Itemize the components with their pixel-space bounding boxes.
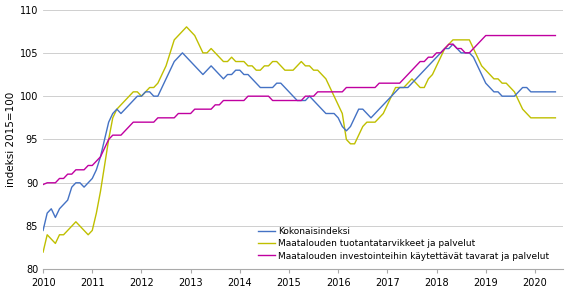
Kokonaisindeksi bbox=[72, 181, 79, 185]
Maatalouden tuotantatarvikkeet ja palvelut bbox=[171, 38, 178, 42]
Maatalouden investointeihin käytettävät tavarat ja palvelut bbox=[552, 34, 559, 37]
Kokonaisindeksi bbox=[171, 60, 178, 63]
Kokonaisindeksi bbox=[282, 86, 288, 89]
Maatalouden investointeihin käytettävät tavarat ja palvelut bbox=[355, 86, 362, 89]
Maatalouden tuotantatarvikkeet ja palvelut bbox=[72, 220, 79, 223]
Maatalouden tuotantatarvikkeet ja palvelut bbox=[384, 103, 391, 107]
Maatalouden tuotantatarvikkeet ja palvelut bbox=[347, 142, 354, 146]
Legend: Kokonaisindeksi, Maatalouden tuotantatarvikkeet ja palvelut, Maatalouden investo: Kokonaisindeksi, Maatalouden tuotantatar… bbox=[255, 224, 553, 264]
Maatalouden investointeihin käytettävät tavarat ja palvelut bbox=[72, 168, 79, 172]
Maatalouden investointeihin käytettävät tavarat ja palvelut bbox=[380, 81, 387, 85]
Kokonaisindeksi bbox=[450, 42, 456, 46]
Line: Maatalouden tuotantatarvikkeet ja palvelut: Maatalouden tuotantatarvikkeet ja palvel… bbox=[43, 27, 555, 252]
Kokonaisindeksi bbox=[552, 90, 559, 93]
Maatalouden investointeihin käytettävät tavarat ja palvelut bbox=[282, 99, 288, 102]
Maatalouden tuotantatarvikkeet ja palvelut bbox=[40, 250, 47, 254]
Kokonaisindeksi bbox=[40, 229, 47, 232]
Maatalouden investointeihin käytettävät tavarat ja palvelut bbox=[483, 34, 489, 37]
Line: Kokonaisindeksi: Kokonaisindeksi bbox=[43, 44, 555, 230]
Maatalouden tuotantatarvikkeet ja palvelut bbox=[286, 69, 292, 72]
Maatalouden investointeihin käytettävät tavarat ja palvelut bbox=[40, 183, 47, 186]
Maatalouden investointeihin käytettävät tavarat ja palvelut bbox=[343, 86, 350, 89]
Kokonaisindeksi bbox=[380, 103, 387, 107]
Line: Maatalouden investointeihin käytettävät tavarat ja palvelut: Maatalouden investointeihin käytettävät … bbox=[43, 36, 555, 185]
Maatalouden investointeihin käytettävät tavarat ja palvelut bbox=[171, 116, 178, 120]
Maatalouden tuotantatarvikkeet ja palvelut bbox=[360, 125, 366, 128]
Kokonaisindeksi bbox=[355, 107, 362, 111]
Kokonaisindeksi bbox=[343, 129, 350, 133]
Maatalouden tuotantatarvikkeet ja palvelut bbox=[183, 25, 190, 29]
Maatalouden tuotantatarvikkeet ja palvelut bbox=[552, 116, 559, 120]
Y-axis label: indeksi 2015=100: indeksi 2015=100 bbox=[6, 92, 15, 187]
